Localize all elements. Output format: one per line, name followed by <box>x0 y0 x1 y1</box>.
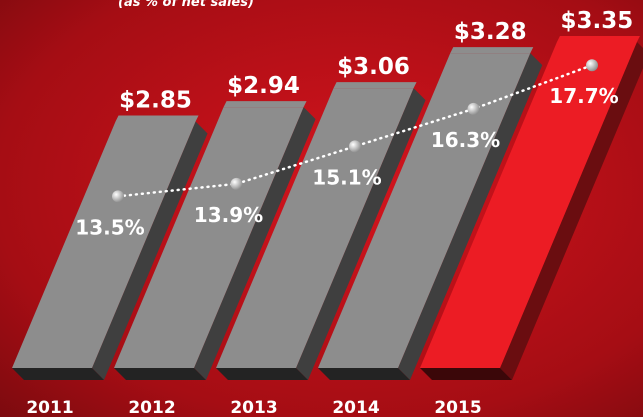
bar <box>114 101 316 381</box>
line-point <box>112 190 124 203</box>
value-label: $3.06 <box>337 54 410 80</box>
line-value-label: 16.3% <box>431 128 500 152</box>
line-point <box>467 102 480 115</box>
bar-side <box>296 88 426 381</box>
x-tick-label: 2014 <box>332 398 379 417</box>
bar-front <box>318 53 531 368</box>
bar-front <box>420 41 637 368</box>
bar <box>12 115 208 380</box>
subtitle: (as % of net sales) <box>118 0 254 10</box>
line-point <box>230 177 243 190</box>
line-value-label: 13.9% <box>194 203 263 227</box>
value-label: $2.85 <box>119 87 192 113</box>
line-value-label: 13.5% <box>75 215 144 239</box>
bar-bottom <box>216 368 308 380</box>
bar-bottom <box>114 368 206 380</box>
bar-side <box>500 41 643 380</box>
bar-front <box>216 88 414 369</box>
line-point <box>586 59 598 72</box>
x-tick-label: 2013 <box>230 398 277 417</box>
value-label: $3.28 <box>454 19 527 45</box>
line-point <box>349 140 361 153</box>
bar-bottom <box>420 368 512 380</box>
bar-bottom <box>318 368 410 380</box>
value-label: $3.35 <box>561 8 634 34</box>
bar-bottom <box>12 368 104 380</box>
line-value-label: 17.7% <box>549 84 618 108</box>
line <box>116 63 594 198</box>
bar <box>318 47 543 380</box>
bar-top <box>115 115 199 122</box>
value-label: $2.94 <box>227 73 300 99</box>
bar-side <box>92 121 208 380</box>
x-tick-label: 2011 <box>26 398 73 417</box>
bar-front <box>114 107 304 369</box>
line-value-label: 15.1% <box>312 165 381 189</box>
bar-top <box>223 101 307 108</box>
bar-top <box>450 47 534 54</box>
x-tick-label: 2012 <box>128 398 175 417</box>
bar <box>420 35 643 380</box>
x-tick-label: 2015 <box>434 398 481 417</box>
bar-side <box>398 53 543 380</box>
bar-top <box>333 82 417 89</box>
bar <box>216 82 426 381</box>
bar-side <box>194 107 316 381</box>
bar-front <box>12 121 196 368</box>
bar-top <box>556 35 640 42</box>
